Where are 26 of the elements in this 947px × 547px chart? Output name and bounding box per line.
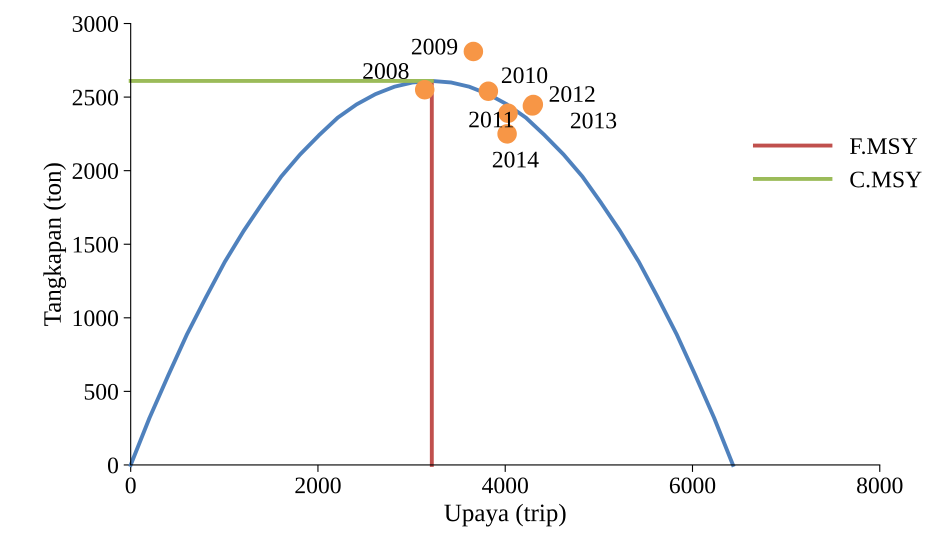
legend-label: C.MSY	[850, 172, 922, 188]
x-axis-title: Upaya (trip)	[444, 504, 566, 526]
annotation: 2010	[502, 67, 548, 84]
y-axis-title: Tangkapan (ton)	[43, 163, 66, 326]
y-tick-label: 0	[108, 457, 118, 474]
y-tick-label: 2500	[72, 90, 118, 106]
point	[478, 81, 498, 101]
annotation: 2013	[570, 112, 616, 128]
x-tick-label: 2000	[295, 477, 341, 494]
y-tick-label: 2000	[72, 163, 118, 180]
y-tick-label: 1000	[74, 310, 118, 326]
y-tick-label: 3000	[72, 16, 118, 32]
annotation: 2012	[550, 86, 595, 102]
annotation: 2011	[469, 112, 514, 128]
y-tick-label: 500	[84, 384, 118, 400]
x-tick-label: 6000	[670, 477, 716, 494]
legend-label: F.MSY	[850, 138, 918, 154]
x-tick-label: 0	[126, 477, 136, 494]
x-tick-label: 8000	[857, 477, 902, 494]
annotation: 2009	[412, 38, 458, 55]
point	[464, 42, 484, 62]
annotation: 2008	[363, 63, 409, 79]
x-tick-label: 4000	[482, 477, 528, 494]
y-tick-label: 1500	[74, 236, 118, 253]
point	[414, 80, 434, 100]
annotation: 2014	[492, 152, 539, 168]
